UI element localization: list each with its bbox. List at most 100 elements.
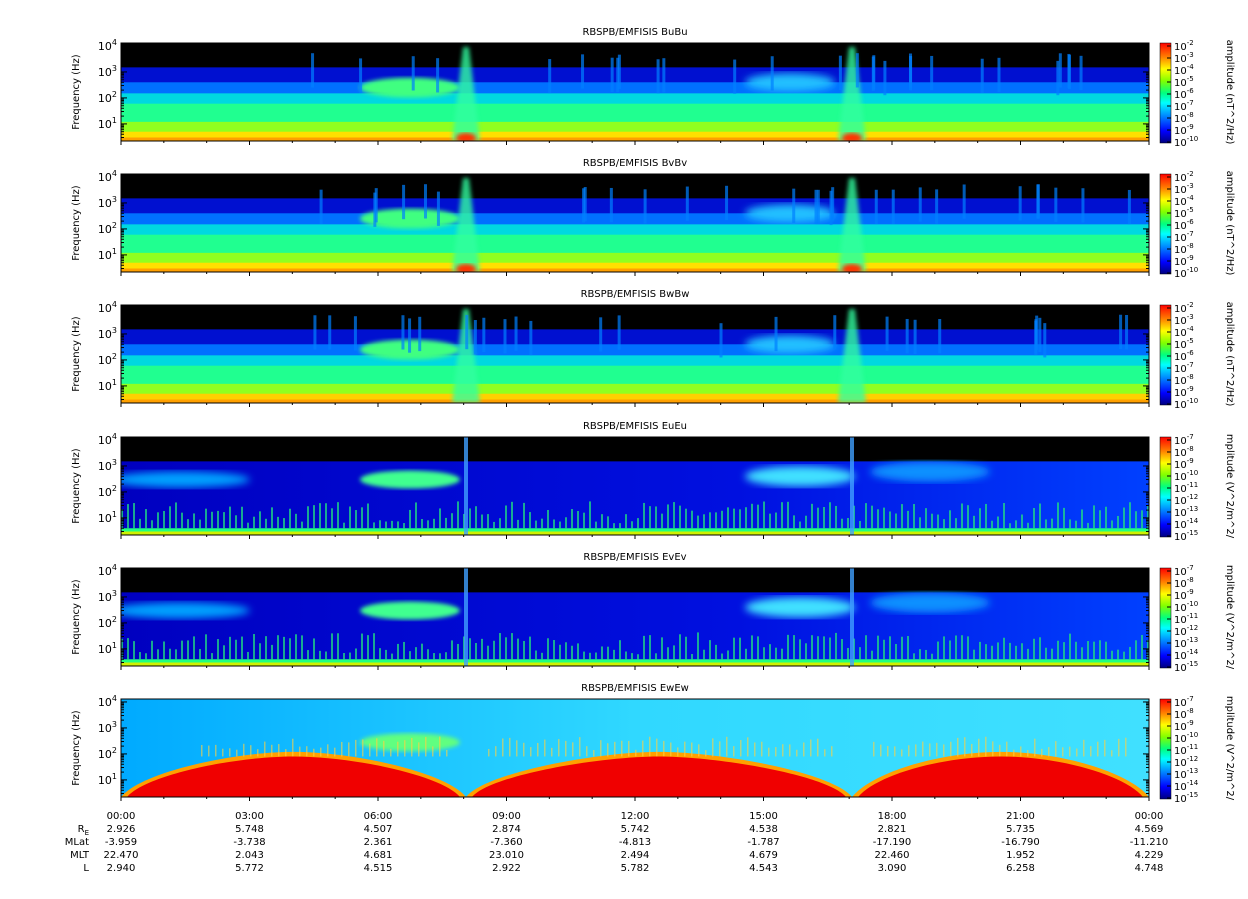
ephemeris-value: -3.738 xyxy=(233,837,265,848)
burst xyxy=(599,317,603,352)
grass-spike xyxy=(703,649,705,660)
colorbar-tick-label: 10-9 xyxy=(1174,588,1194,602)
y-tick-label: 104 xyxy=(98,432,117,447)
colorbar-tick-label: 10-15 xyxy=(1174,791,1198,805)
grass-spike xyxy=(517,519,519,529)
grass-spike xyxy=(847,647,849,660)
grass-spike xyxy=(264,741,266,757)
ephemeris-value: 2.874 xyxy=(492,824,521,835)
y-tick-label: 101 xyxy=(98,510,117,525)
y-tick-label: 102 xyxy=(98,352,117,367)
colorbar-tick-label: 10-8 xyxy=(1174,445,1194,459)
grass-spike xyxy=(817,738,819,757)
grass-spike xyxy=(663,740,665,757)
perigee-feature xyxy=(456,264,476,272)
burst xyxy=(465,314,469,350)
burst xyxy=(774,316,778,352)
grass-spike xyxy=(488,749,490,757)
colorbar-tick-label: 10-4 xyxy=(1174,194,1194,208)
burst xyxy=(656,59,660,94)
ephemeris-label: L xyxy=(83,863,89,874)
grass-spike xyxy=(894,746,896,757)
colorbar-tick-label: 10-3 xyxy=(1174,313,1194,327)
colorbar-tick-label: 10-2 xyxy=(1174,301,1194,315)
grass-spike xyxy=(325,503,327,529)
grass-spike xyxy=(691,653,693,660)
grass-spike xyxy=(151,520,153,529)
grass-spike xyxy=(409,509,411,529)
grass-spike xyxy=(1093,505,1095,529)
colorbar-tick-label: 10-2 xyxy=(1174,39,1194,53)
ephemeris-value: -16.790 xyxy=(1001,837,1040,848)
colorbar-tick-label: 10-15 xyxy=(1174,660,1198,674)
grass-spike xyxy=(127,638,129,660)
grass-spike xyxy=(127,504,129,529)
grass-spike xyxy=(319,503,321,529)
burst xyxy=(980,58,984,94)
y-tick-label: 101 xyxy=(98,641,117,656)
grass-spike xyxy=(727,507,729,529)
grass-spike xyxy=(631,521,633,529)
grass-spike xyxy=(973,515,975,529)
burst xyxy=(581,54,585,89)
colorbar-tick-label: 10-3 xyxy=(1174,182,1194,196)
grass-spike xyxy=(1081,647,1083,660)
grass-spike xyxy=(547,638,549,660)
grass-spike xyxy=(733,637,735,660)
grass-spike xyxy=(751,635,753,660)
ephemeris-table: RE 2.926 5.748 4.507 2.874 5.742 4.538 2.821 5.7… xyxy=(65,824,1169,874)
grass-spike xyxy=(235,515,237,529)
emission-blob xyxy=(360,733,460,752)
y-tick-label: 103 xyxy=(98,64,117,79)
grass-spike xyxy=(199,519,201,529)
y-axis-label: Frequency (Hz) xyxy=(71,710,82,786)
grass-spike xyxy=(635,749,637,757)
y-tick-label: 102 xyxy=(98,615,117,630)
colorbar-tick-label: 10-14 xyxy=(1174,517,1199,531)
ephemeris-value: 5.782 xyxy=(621,863,650,874)
grass-spike xyxy=(697,632,699,660)
burst xyxy=(855,53,859,88)
grass-spike xyxy=(529,512,531,529)
grass-spike xyxy=(541,518,543,529)
burst xyxy=(1079,55,1083,91)
burst xyxy=(359,58,363,93)
grass-spike xyxy=(181,512,183,529)
grass-spike xyxy=(908,745,910,757)
burst xyxy=(643,189,647,224)
grass-spike xyxy=(991,645,993,660)
grass-spike xyxy=(621,740,623,757)
grass-spike xyxy=(133,641,135,660)
colorbar-label: mplitude (V^2/m^2/ xyxy=(1224,696,1235,801)
perigee-feature xyxy=(842,264,862,272)
grass-spike xyxy=(313,748,315,757)
burst xyxy=(1038,317,1042,353)
grass-spike xyxy=(215,744,217,757)
burst xyxy=(328,315,332,350)
grass-spike xyxy=(547,509,549,529)
grass-spike xyxy=(367,635,369,660)
grass-spike xyxy=(390,748,392,757)
grass-spike xyxy=(595,521,597,529)
colorbar-tick-label: 10-6 xyxy=(1174,349,1194,363)
grass-spike xyxy=(391,520,393,529)
colorbar-tick-label: 10-13 xyxy=(1174,505,1198,519)
colorbar-tick-label: 10-8 xyxy=(1174,242,1194,256)
grass-spike xyxy=(337,502,339,529)
grass-spike xyxy=(721,510,723,529)
grass-spike xyxy=(971,743,973,757)
y-tick-label: 101 xyxy=(98,247,117,262)
grass-spike xyxy=(685,636,687,660)
grass-spike xyxy=(823,636,825,660)
grass-spike xyxy=(445,517,447,529)
grass-spike xyxy=(163,510,165,529)
grass-spike xyxy=(259,511,261,529)
grass-spike xyxy=(979,641,981,660)
x-tick-label: 15:00 xyxy=(749,811,778,822)
grass-spike xyxy=(229,636,231,660)
grass-spike xyxy=(667,647,669,660)
grass-spike xyxy=(1111,750,1113,757)
ephemeris-value: -11.210 xyxy=(1130,837,1169,848)
grass-spike xyxy=(883,639,885,660)
ephemeris-label: RE xyxy=(78,824,89,837)
